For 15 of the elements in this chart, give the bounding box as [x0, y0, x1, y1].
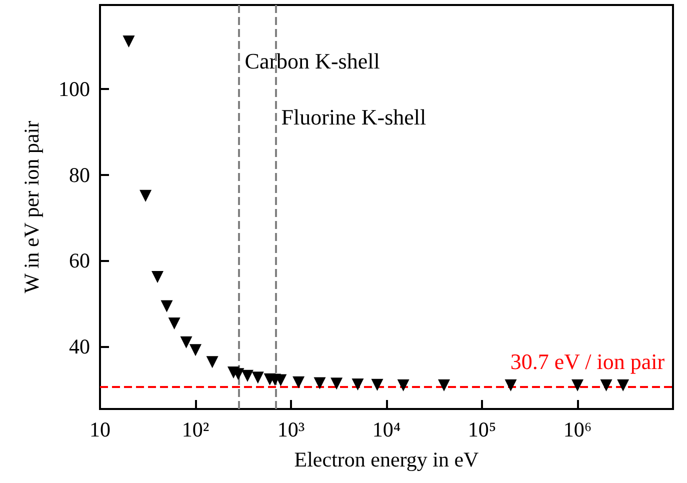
- ref-line-label: Carbon K-shell: [244, 48, 380, 74]
- x-tick-label: 10⁵: [468, 418, 496, 442]
- y-tick-label: 40: [69, 334, 90, 359]
- y-tick-label: 100: [58, 76, 90, 101]
- x-tick-label: 10³: [277, 418, 305, 442]
- x-tick-label: 10: [90, 418, 110, 442]
- x-axis-title: Electron energy in eV: [294, 448, 479, 472]
- ref-line-label: 30.7 eV / ion pair: [510, 349, 666, 374]
- y-axis-title: W in eV per ion pair: [20, 120, 44, 294]
- x-tick-label: 10⁶: [563, 418, 592, 442]
- ref-line-label: Fluorine K-shell: [281, 104, 426, 130]
- y-tick-label: 80: [69, 162, 90, 187]
- y-tick-label: 60: [69, 248, 90, 273]
- x-tick-label: 10²: [182, 418, 210, 442]
- x-tick-label: 10⁴: [372, 418, 401, 442]
